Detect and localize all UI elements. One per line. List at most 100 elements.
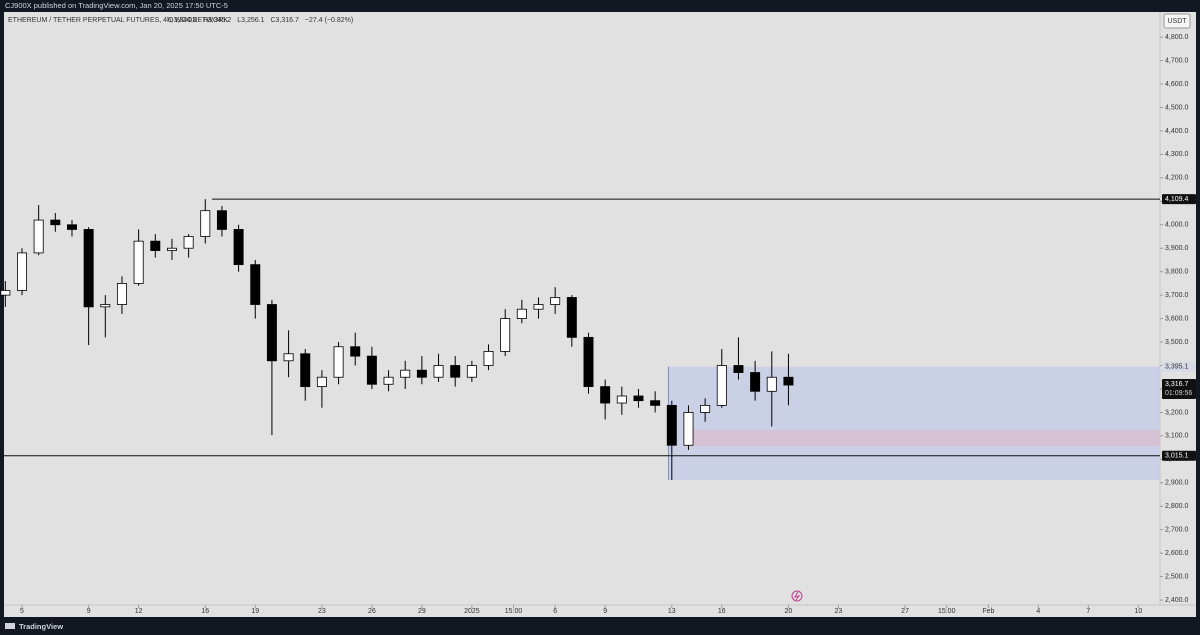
x-tick-label: 10 <box>1134 608 1142 615</box>
candle-body <box>400 369 411 378</box>
y-tick-label: 3,100.0 <box>1165 433 1188 440</box>
y-tick-label: 2,700.0 <box>1165 527 1188 534</box>
candle-body <box>366 355 377 385</box>
x-tick-label: 26 <box>368 608 376 615</box>
x-tick-label: 5 <box>20 608 24 615</box>
candle-body <box>50 219 61 226</box>
x-tick-label: 7 <box>1086 608 1090 615</box>
zone <box>668 366 1160 480</box>
x-tick-label: 19 <box>251 608 259 615</box>
candle-body <box>100 304 111 308</box>
x-tick-label: 27 <box>901 608 909 615</box>
y-tick-label: 4,000.0 <box>1165 222 1188 229</box>
candle-body <box>750 372 761 392</box>
y-tick-label: 4,500.0 <box>1165 104 1188 111</box>
candle-body <box>233 229 244 266</box>
candle-body <box>633 395 644 402</box>
currency: USDT <box>1167 18 1187 25</box>
price-tag <box>1162 361 1196 372</box>
candle-body <box>200 210 211 237</box>
symbol-title: ETHEREUM / TETHER PERPETUAL FUTURES, 4h,… <box>8 17 228 24</box>
candle-body <box>266 304 277 362</box>
last-price-tag <box>1162 379 1196 400</box>
footer-brand: TradingView <box>19 622 63 631</box>
x-tick-label: 20 <box>785 608 793 615</box>
candle-body <box>650 400 661 406</box>
currency-box[interactable] <box>1163 13 1191 29</box>
countdown: 01:09:56 <box>1165 390 1192 397</box>
price-tag-label: 4,109.4 <box>1165 196 1188 203</box>
y-tick-label: 4,400.0 <box>1165 128 1188 135</box>
last-price: 3,316.7 <box>1165 381 1188 388</box>
candle-body <box>133 240 144 284</box>
ohlc-value: L3,256.1 <box>237 17 264 24</box>
candle-body <box>17 252 27 291</box>
candle-body <box>766 376 777 392</box>
x-tick-label: 9 <box>87 608 91 615</box>
candle-body <box>550 297 561 305</box>
x-tick-label: 15:00 <box>938 608 956 615</box>
x-tick-label: 4 <box>1036 608 1040 615</box>
candle-body <box>583 336 594 388</box>
price-tag-label: 3,395.1 <box>1165 363 1188 370</box>
candle-body <box>116 283 127 305</box>
candle-body <box>433 365 444 378</box>
candle-body <box>733 365 744 373</box>
price-tag <box>1162 450 1196 461</box>
candle-body <box>0 290 11 296</box>
y-tick-label: 2,400.0 <box>1165 597 1188 604</box>
candle-body <box>466 365 477 378</box>
candle-body <box>450 365 461 378</box>
y-tick-label: 2,800.0 <box>1165 503 1188 510</box>
price-tag-label: 3,015.1 <box>1165 453 1188 460</box>
x-tick-label: 16 <box>201 608 209 615</box>
candle-body <box>383 376 394 385</box>
y-tick-label: 4,200.0 <box>1165 175 1188 182</box>
candle-body <box>716 365 727 406</box>
candle-body <box>283 353 294 362</box>
y-tick-label: 3,600.0 <box>1165 315 1188 322</box>
event-icon-bolt <box>793 591 801 601</box>
candle-body <box>150 240 161 251</box>
candle-body <box>66 224 77 230</box>
y-tick-label: 4,600.0 <box>1165 81 1188 88</box>
candle-body <box>600 386 611 404</box>
x-tick-label: 23 <box>835 608 843 615</box>
x-tick-label: 16 <box>718 608 726 615</box>
y-tick-label: 3,700.0 <box>1165 292 1188 299</box>
ohlc-value: H3,345.2 <box>203 17 232 24</box>
candle-body <box>250 264 261 305</box>
y-tick-label: 3,800.0 <box>1165 269 1188 276</box>
candle-body <box>83 229 94 308</box>
candle-body <box>416 369 427 378</box>
candle-body <box>700 404 711 413</box>
y-tick-label: 2,900.0 <box>1165 480 1188 487</box>
candle-body <box>33 219 44 254</box>
x-tick-label: 6 <box>553 608 557 615</box>
candle-body <box>316 376 327 388</box>
x-tick-label: 9 <box>603 608 607 615</box>
x-tick-label: 13 <box>668 608 676 615</box>
ohlc-legend: O3,344.2 H3,345.2 L3,256.1 C3,316.7 −27.4 (−… <box>168 17 353 24</box>
y-tick-label: 4,800.0 <box>1165 34 1188 41</box>
x-tick-label: 15:00 <box>505 608 523 615</box>
y-tick-label: 3,500.0 <box>1165 339 1188 346</box>
candle-body <box>333 346 344 378</box>
event-icon[interactable] <box>791 590 803 602</box>
candle-body <box>183 236 194 249</box>
candle-body <box>216 210 227 230</box>
x-tick-label: 2025 <box>464 608 480 615</box>
candle-body <box>533 304 544 310</box>
candle-body <box>683 412 694 446</box>
candle-body <box>516 308 527 319</box>
candle-body <box>483 351 494 366</box>
zone <box>685 430 1160 446</box>
candle-body <box>616 395 627 404</box>
y-tick-label: 4,300.0 <box>1165 151 1188 158</box>
candle-body <box>566 297 577 338</box>
publisher: CJ900X published on TradingView.com, Jan… <box>5 1 228 10</box>
x-tick-label: Feb <box>982 608 994 615</box>
y-tick-label: 3,900.0 <box>1165 245 1188 252</box>
x-tick-label: 23 <box>318 608 326 615</box>
